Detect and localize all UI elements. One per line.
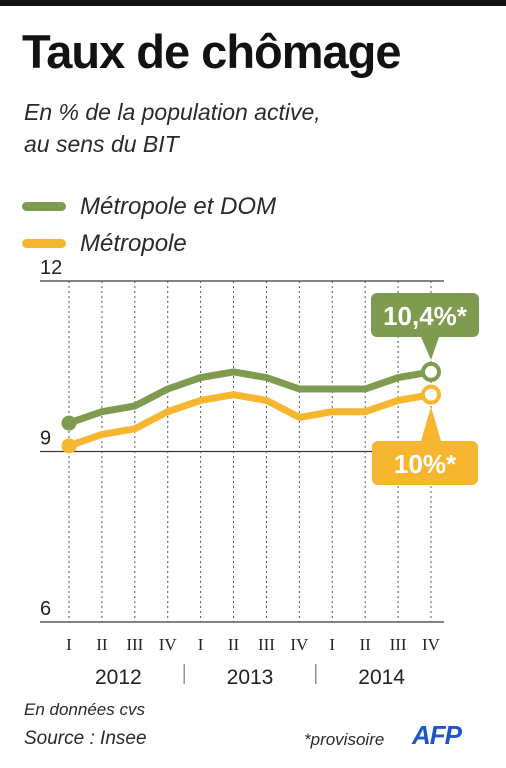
year-label: 2014 (358, 666, 405, 689)
series-line-metropole (65, 391, 435, 450)
series-end-point (421, 361, 441, 382)
afp-logo: AFP (412, 720, 462, 750)
x-tick-label: II (96, 635, 108, 654)
legend-swatch-orange (22, 239, 66, 248)
callout-pointer (421, 337, 439, 360)
x-tick-label: IV (422, 635, 441, 654)
legend-swatch-green (22, 202, 66, 211)
x-tick-label: III (126, 635, 143, 654)
year-label: 2012 (95, 666, 142, 689)
footnote-cvs: En données cvs (24, 700, 145, 719)
series-line-metropole-dom (65, 368, 435, 427)
subtitle-line-2: au sens du BIT (24, 131, 179, 157)
y-tick-label: 6 (40, 598, 51, 620)
top-bar (0, 0, 506, 6)
legend-label: Métropole (80, 229, 187, 257)
footnote-provisional: *provisoire (304, 730, 385, 749)
legend-item-metropole-dom: Métropole et DOM (22, 188, 276, 225)
subtitle-line-1: En % de la population active, (24, 99, 321, 125)
x-tick-label: II (228, 635, 240, 654)
callout-pointer (421, 406, 441, 441)
x-tick-label: I (329, 635, 335, 654)
x-tick-label: IV (159, 635, 178, 654)
chart-subtitle: En % de la population active, au sens du… (24, 96, 464, 160)
footnote-source: Source : Insee (24, 728, 147, 749)
series-end-point (421, 384, 441, 405)
series-start-point (61, 438, 77, 454)
series-start-point (61, 415, 77, 431)
x-tick-label: IV (290, 635, 309, 654)
legend: Métropole et DOM Métropole (22, 188, 276, 262)
x-tick-label: I (198, 635, 204, 654)
x-tick-label: II (360, 635, 372, 654)
legend-item-metropole: Métropole (22, 225, 276, 262)
callout-box (372, 441, 478, 485)
chart-title: Taux de chômage (22, 25, 402, 78)
callout-box (371, 293, 479, 337)
data-label: 10%* (394, 449, 457, 479)
y-tick-label: 12 (40, 257, 62, 279)
data-label: 10,4%* (383, 301, 468, 331)
x-tick-label: I (66, 635, 72, 654)
x-tick-label: III (390, 635, 407, 654)
legend-label: Métropole et DOM (80, 192, 277, 220)
x-tick-label: III (258, 635, 275, 654)
year-label: 2013 (227, 666, 274, 689)
y-tick-label: 9 (40, 428, 51, 450)
